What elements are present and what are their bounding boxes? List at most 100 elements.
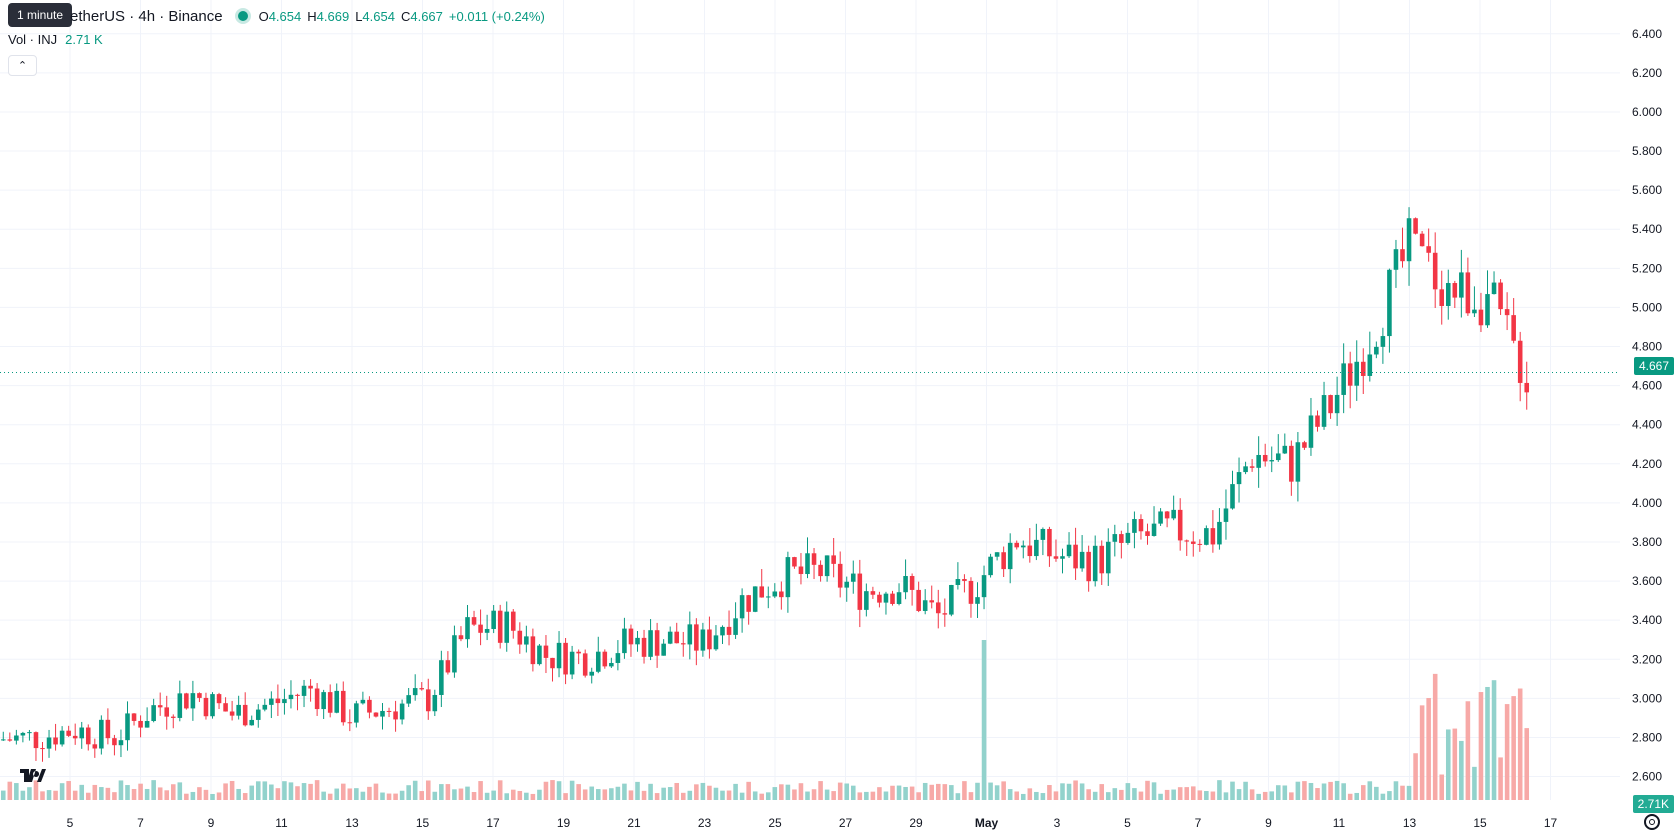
volume-bar [1472, 766, 1477, 800]
volume-bar [85, 792, 91, 800]
candle-body [556, 642, 562, 669]
y-tick-label: 6.000 [1632, 105, 1662, 119]
settings-gear-icon[interactable] [1644, 814, 1660, 830]
candle-body [707, 629, 712, 650]
volume-bar [1099, 784, 1105, 800]
volume-bar [988, 782, 993, 800]
candle-body [393, 711, 398, 720]
volume-bar [609, 788, 614, 800]
candle-body [602, 651, 608, 667]
volume-bar [792, 789, 797, 800]
candle-body [648, 630, 653, 657]
volume-bar [779, 784, 784, 800]
volume-bar [412, 780, 418, 800]
candle-body [929, 600, 935, 603]
candle-body [1354, 361, 1360, 386]
candle-body [497, 610, 503, 643]
volume-bar [883, 791, 889, 800]
candle-body [661, 643, 666, 656]
candle-body [831, 555, 836, 564]
candle-body [327, 692, 333, 713]
candle-body [99, 719, 104, 749]
x-tick-label: 7 [137, 816, 144, 830]
candle-body [203, 697, 209, 717]
candle-body [935, 602, 941, 614]
candle-body [255, 709, 261, 720]
volume-bar [1302, 781, 1307, 800]
candle-body [1302, 442, 1307, 448]
candle-body [478, 624, 483, 633]
volume-bar [255, 781, 261, 800]
candle-body [0, 739, 6, 741]
candle-body [667, 631, 673, 644]
volume-bar [1315, 788, 1320, 800]
candle-body [432, 694, 438, 712]
x-tick-label: 23 [698, 816, 712, 830]
candle-body [1321, 395, 1327, 427]
candle-body [1066, 544, 1072, 557]
volume-bar [7, 781, 13, 800]
candle-body [425, 689, 431, 712]
volume-bar [327, 793, 333, 800]
candle-body [373, 712, 379, 717]
volume-bar [229, 780, 235, 800]
volume-bar [1347, 793, 1353, 800]
collapse-button[interactable]: ⌃ [8, 55, 37, 76]
candle-body [1210, 528, 1216, 545]
volume-bar [144, 788, 150, 800]
candle-body [177, 693, 183, 718]
candle-body [1158, 511, 1163, 524]
candle-body [1341, 363, 1346, 395]
x-tick-label: 15 [1473, 816, 1487, 830]
volume-bar [1445, 729, 1451, 800]
candle-body [1164, 511, 1170, 519]
candle-body [112, 738, 117, 746]
volume-bar [890, 785, 895, 800]
volume-bar [1132, 788, 1137, 800]
volume-bar [674, 782, 680, 800]
candle-body [242, 704, 248, 726]
volume-bar [40, 791, 45, 800]
candle-body [1020, 545, 1026, 548]
tradingview-logo-icon[interactable] [18, 765, 46, 785]
volume-bar [857, 792, 863, 800]
y-tick-label: 2.600 [1632, 770, 1662, 784]
volume-bar [831, 791, 836, 800]
x-tick-label: 27 [839, 816, 853, 830]
volume-bar [380, 792, 385, 800]
volume-label: Vol · INJ [8, 32, 58, 47]
volume-bar [1275, 785, 1281, 800]
volume-bar [236, 788, 241, 800]
volume-bar [870, 791, 876, 800]
volume-bar [896, 785, 902, 800]
volume-bar [746, 781, 751, 800]
candle-body [465, 617, 470, 640]
candle-body [1125, 532, 1131, 543]
volume-bar [1282, 785, 1288, 800]
candle-body [687, 624, 693, 645]
volume-bar [105, 787, 111, 800]
volume-bar [1413, 753, 1418, 800]
volume-bar [66, 781, 71, 800]
symbol-title[interactable]: etherUS · 4h · Binance [70, 7, 223, 25]
candle-body [733, 618, 738, 635]
candle-body [635, 637, 640, 645]
candle-body [288, 694, 294, 700]
candle-body [582, 653, 588, 676]
volume-bar [445, 784, 451, 800]
volume-bar [733, 783, 738, 800]
candle-body [295, 694, 300, 696]
volume-bar [1112, 788, 1118, 800]
volume-bar [216, 792, 222, 800]
candle-body [138, 720, 143, 728]
candle-body [1328, 395, 1333, 414]
volume-bar [537, 789, 542, 800]
volume-bar [504, 793, 510, 800]
candle-body [308, 685, 313, 689]
y-tick-label: 3.800 [1632, 535, 1662, 549]
volume-bar [654, 793, 660, 800]
candle-body [988, 556, 993, 576]
volume-bar [282, 781, 287, 800]
volume-bar [20, 790, 26, 800]
